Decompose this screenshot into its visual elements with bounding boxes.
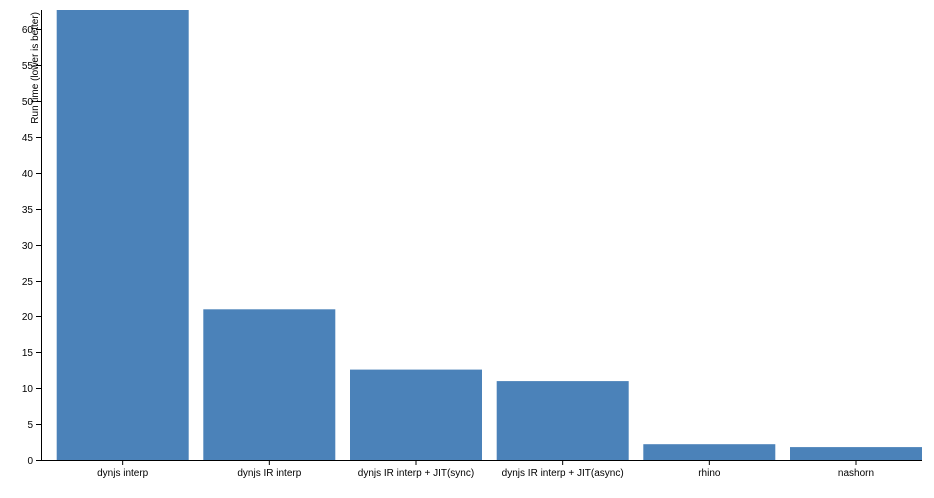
y-tick-label: 35	[22, 205, 34, 216]
y-tick-label: 45	[22, 133, 34, 144]
y-tick-label: 50	[22, 97, 34, 108]
bar	[203, 309, 336, 460]
bar	[643, 444, 776, 460]
x-tick-label: rhino	[698, 468, 721, 479]
y-tick-label: 60	[22, 25, 34, 36]
y-tick-label: 5	[27, 420, 33, 431]
x-tick-label: dynjs IR interp + JIT(sync)	[358, 468, 474, 479]
y-tick-label: 25	[22, 277, 34, 288]
y-tick-label: 30	[22, 241, 34, 252]
x-axis: dynjs interp dynjs IR interp dynjs IR inte…	[36, 460, 922, 479]
x-tick-label: nashorn	[838, 468, 874, 479]
bar	[790, 447, 922, 460]
y-tick-label: 20	[22, 312, 34, 323]
y-tick-label: 0	[27, 456, 33, 467]
bar	[496, 381, 629, 460]
y-tick-label: 55	[22, 61, 34, 72]
x-tick-label: dynjs IR interp + JIT(async)	[502, 468, 624, 479]
bars-group	[56, 10, 922, 460]
bar	[56, 10, 189, 460]
bar	[350, 369, 482, 460]
y-axis-label: Run time (lower is better)	[30, 12, 41, 124]
x-tick-label: dynjs interp	[97, 468, 149, 479]
y-tick-label: 10	[22, 384, 34, 395]
y-axis: 0 5 10 15 20 25 30 35 40 45 50 55 60	[22, 10, 42, 467]
x-tick-label: dynjs IR interp	[237, 468, 301, 479]
y-tick-label: 15	[22, 348, 34, 359]
y-tick-label: 40	[22, 169, 34, 180]
